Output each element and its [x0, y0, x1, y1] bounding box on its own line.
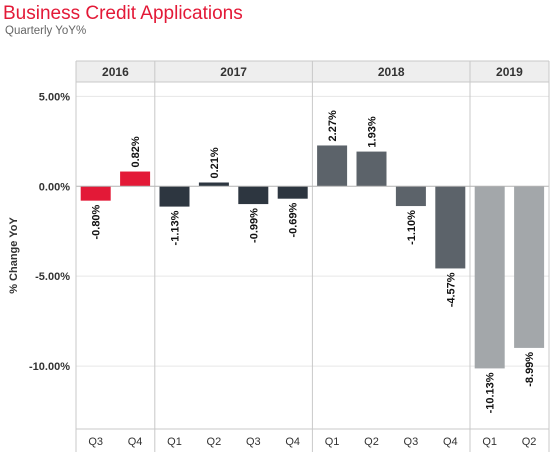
quarter-tick-label: Q2	[207, 436, 222, 448]
quarter-tick-label: Q2	[364, 436, 379, 448]
year-header-label: 2018	[378, 65, 405, 79]
quarter-tick-label: Q4	[285, 436, 300, 448]
data-label: -8.99%	[524, 352, 536, 387]
data-label: -0.99%	[248, 208, 260, 243]
bar-2017-q4[interactable]	[277, 186, 308, 199]
year-header-label: 2017	[220, 65, 247, 79]
y-tick-label: -5.00%	[35, 271, 70, 283]
quarter-tick-label: Q4	[443, 436, 458, 448]
chart-title: Business Credit Applications	[3, 3, 243, 24]
quarter-tick-label: Q1	[167, 436, 182, 448]
data-label: -10.13%	[485, 372, 497, 413]
bar-2019-q2[interactable]	[514, 186, 545, 348]
bar-2016-q4[interactable]	[120, 171, 151, 187]
y-tick-label: 0.00%	[39, 181, 70, 193]
y-tick-label: -10.00%	[29, 361, 70, 373]
bar-2017-q3[interactable]	[238, 186, 269, 205]
data-label: -4.57%	[445, 272, 457, 307]
data-label: 2.27%	[327, 110, 339, 141]
bar-2019-q1[interactable]	[474, 186, 505, 369]
data-label: -1.10%	[406, 210, 418, 245]
quarter-tick-label: Q3	[404, 436, 419, 448]
quarter-tick-label: Q3	[88, 436, 103, 448]
data-label: -0.80%	[91, 204, 103, 239]
year-header-label: 2016	[102, 65, 129, 79]
data-label: 1.93%	[367, 116, 379, 147]
y-tick-label: 5.00%	[39, 91, 70, 103]
bar-2018-q3[interactable]	[395, 186, 426, 207]
bar-2017-q1[interactable]	[159, 186, 190, 207]
bar-2018-q2[interactable]	[356, 151, 387, 187]
bar-2018-q1[interactable]	[317, 145, 348, 187]
quarter-tick-label: Q4	[128, 436, 143, 448]
quarter-tick-label: Q3	[246, 436, 261, 448]
data-label: 0.82%	[130, 136, 142, 167]
data-label: 0.21%	[209, 147, 221, 178]
quarter-tick-label: Q1	[482, 436, 497, 448]
bar-2017-q2[interactable]	[198, 182, 229, 187]
data-label: -1.13%	[170, 210, 182, 245]
quarter-tick-label: Q1	[325, 436, 340, 448]
y-axis-title: % Change YoY	[8, 217, 20, 294]
bar-2016-q3[interactable]	[80, 186, 111, 201]
data-label: -0.69%	[288, 202, 300, 237]
bar-2018-q4[interactable]	[435, 186, 466, 269]
quarter-tick-label: Q2	[522, 436, 537, 448]
year-header-label: 2019	[496, 65, 523, 79]
chart-subtitle: Quarterly YoY%	[5, 25, 87, 37]
